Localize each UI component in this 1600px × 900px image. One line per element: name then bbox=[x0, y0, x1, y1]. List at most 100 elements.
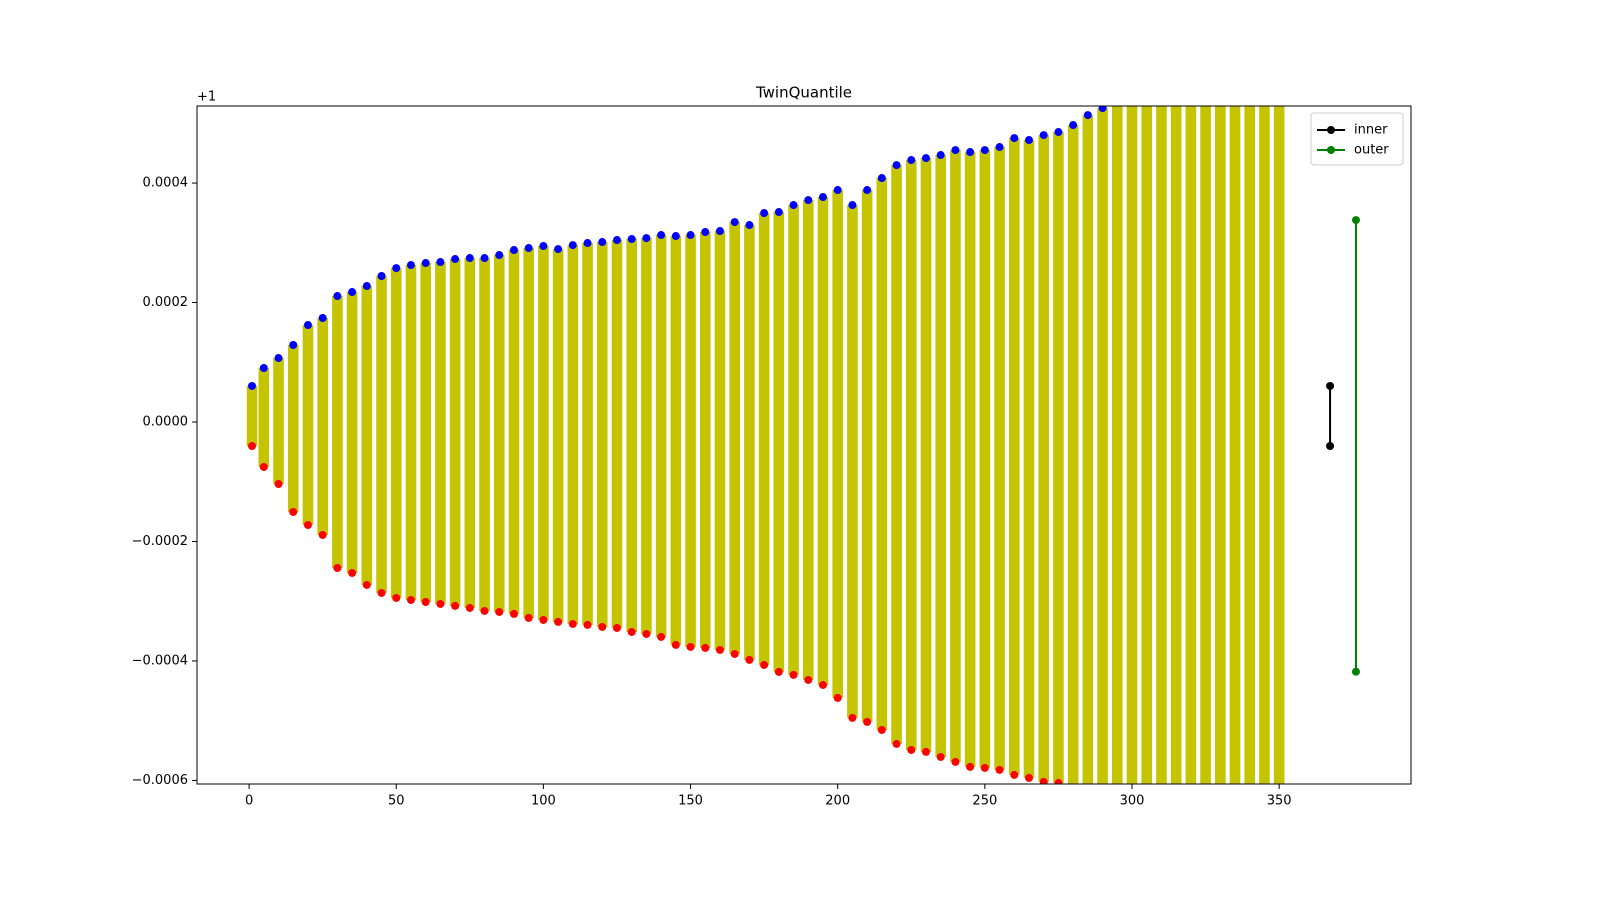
lower-point bbox=[259, 462, 268, 471]
lower-point bbox=[333, 563, 342, 572]
x-tick-label: 100 bbox=[531, 794, 556, 809]
lower-point bbox=[1275, 877, 1283, 885]
marker-point bbox=[1326, 442, 1335, 451]
lower-point bbox=[1260, 870, 1268, 878]
upper-point bbox=[568, 241, 577, 250]
lower-point bbox=[966, 762, 975, 771]
lower-point bbox=[248, 442, 257, 451]
lower-point bbox=[671, 640, 680, 649]
lower-point bbox=[1010, 770, 1019, 779]
lower-point bbox=[421, 597, 430, 606]
lower-point bbox=[480, 606, 489, 615]
upper-point bbox=[863, 186, 872, 195]
upper-point bbox=[892, 161, 901, 170]
upper-point bbox=[730, 218, 739, 227]
x-tick-label: 300 bbox=[1120, 794, 1145, 809]
upper-point bbox=[951, 146, 960, 155]
lower-point bbox=[1069, 785, 1077, 793]
lower-point bbox=[1246, 864, 1254, 872]
upper-point bbox=[1260, 0, 1268, 2]
upper-point bbox=[715, 227, 724, 236]
lower-point bbox=[907, 745, 916, 754]
upper-point bbox=[465, 254, 474, 263]
lower-point bbox=[1231, 857, 1239, 865]
upper-point bbox=[686, 231, 695, 240]
x-tick-label: 250 bbox=[972, 794, 997, 809]
lower-point bbox=[730, 649, 739, 658]
legend-label: outer bbox=[1354, 143, 1389, 158]
upper-point bbox=[657, 231, 666, 240]
upper-point bbox=[1216, 27, 1224, 35]
upper-point bbox=[1113, 94, 1121, 102]
lower-point bbox=[612, 623, 621, 632]
legend-dot bbox=[1327, 126, 1335, 134]
upper-point bbox=[274, 354, 283, 363]
upper-point bbox=[1143, 75, 1151, 83]
x-tick-label: 200 bbox=[825, 794, 850, 809]
y-tick-label: 0.0004 bbox=[143, 176, 189, 191]
lower-point bbox=[303, 520, 312, 529]
upper-point bbox=[671, 232, 680, 241]
lower-point bbox=[451, 601, 460, 610]
upper-point bbox=[701, 228, 710, 237]
upper-point bbox=[877, 174, 886, 183]
upper-point bbox=[995, 143, 1004, 152]
upper-point bbox=[1098, 106, 1107, 113]
upper-point bbox=[833, 186, 842, 195]
x-tick-label: 0 bbox=[245, 794, 253, 809]
upper-point bbox=[318, 314, 327, 323]
upper-point bbox=[818, 193, 827, 202]
marker-point bbox=[1351, 216, 1360, 225]
upper-point bbox=[612, 236, 621, 245]
lower-point bbox=[1216, 850, 1224, 858]
upper-point bbox=[289, 341, 298, 350]
lower-point bbox=[1084, 791, 1092, 799]
lower-point bbox=[921, 747, 930, 756]
lower-point bbox=[1024, 773, 1033, 782]
upper-point bbox=[333, 292, 342, 301]
y-offset-label: +1 bbox=[197, 90, 216, 105]
upper-point bbox=[377, 272, 386, 281]
lower-point bbox=[377, 588, 386, 597]
lower-point bbox=[627, 627, 636, 636]
upper-point bbox=[1187, 46, 1195, 54]
lower-point bbox=[274, 480, 283, 489]
lower-point bbox=[289, 507, 298, 516]
upper-point bbox=[554, 245, 563, 254]
lower-point bbox=[436, 599, 445, 608]
lower-point bbox=[715, 645, 724, 654]
marker-point bbox=[1351, 667, 1360, 676]
lower-point bbox=[465, 603, 474, 612]
lower-point bbox=[980, 763, 989, 772]
lower-point bbox=[995, 765, 1004, 774]
upper-point bbox=[936, 151, 945, 160]
lower-point bbox=[1039, 777, 1048, 784]
lower-point bbox=[789, 670, 798, 679]
upper-point bbox=[509, 246, 518, 255]
upper-point bbox=[921, 154, 930, 163]
upper-point bbox=[642, 234, 651, 243]
marker-point bbox=[1326, 381, 1335, 390]
lower-point bbox=[863, 717, 872, 726]
lower-point bbox=[804, 675, 813, 684]
lower-point bbox=[818, 680, 827, 689]
lower-point bbox=[642, 629, 651, 638]
y-tick-label: −0.0002 bbox=[132, 534, 188, 549]
lower-point bbox=[686, 642, 695, 651]
x-tick-label: 350 bbox=[1267, 794, 1292, 809]
upper-point bbox=[760, 209, 769, 218]
upper-point bbox=[436, 258, 445, 267]
lower-point bbox=[1157, 824, 1165, 832]
lower-point bbox=[745, 655, 754, 664]
upper-point bbox=[303, 321, 312, 330]
upper-point bbox=[259, 364, 268, 373]
lower-point bbox=[348, 568, 357, 577]
lower-point bbox=[1172, 831, 1180, 839]
upper-point bbox=[1231, 17, 1239, 25]
lower-point bbox=[657, 632, 666, 641]
lower-point bbox=[774, 667, 783, 676]
lower-point bbox=[524, 613, 533, 622]
lower-point bbox=[951, 757, 960, 766]
upper-point bbox=[1246, 6, 1254, 14]
